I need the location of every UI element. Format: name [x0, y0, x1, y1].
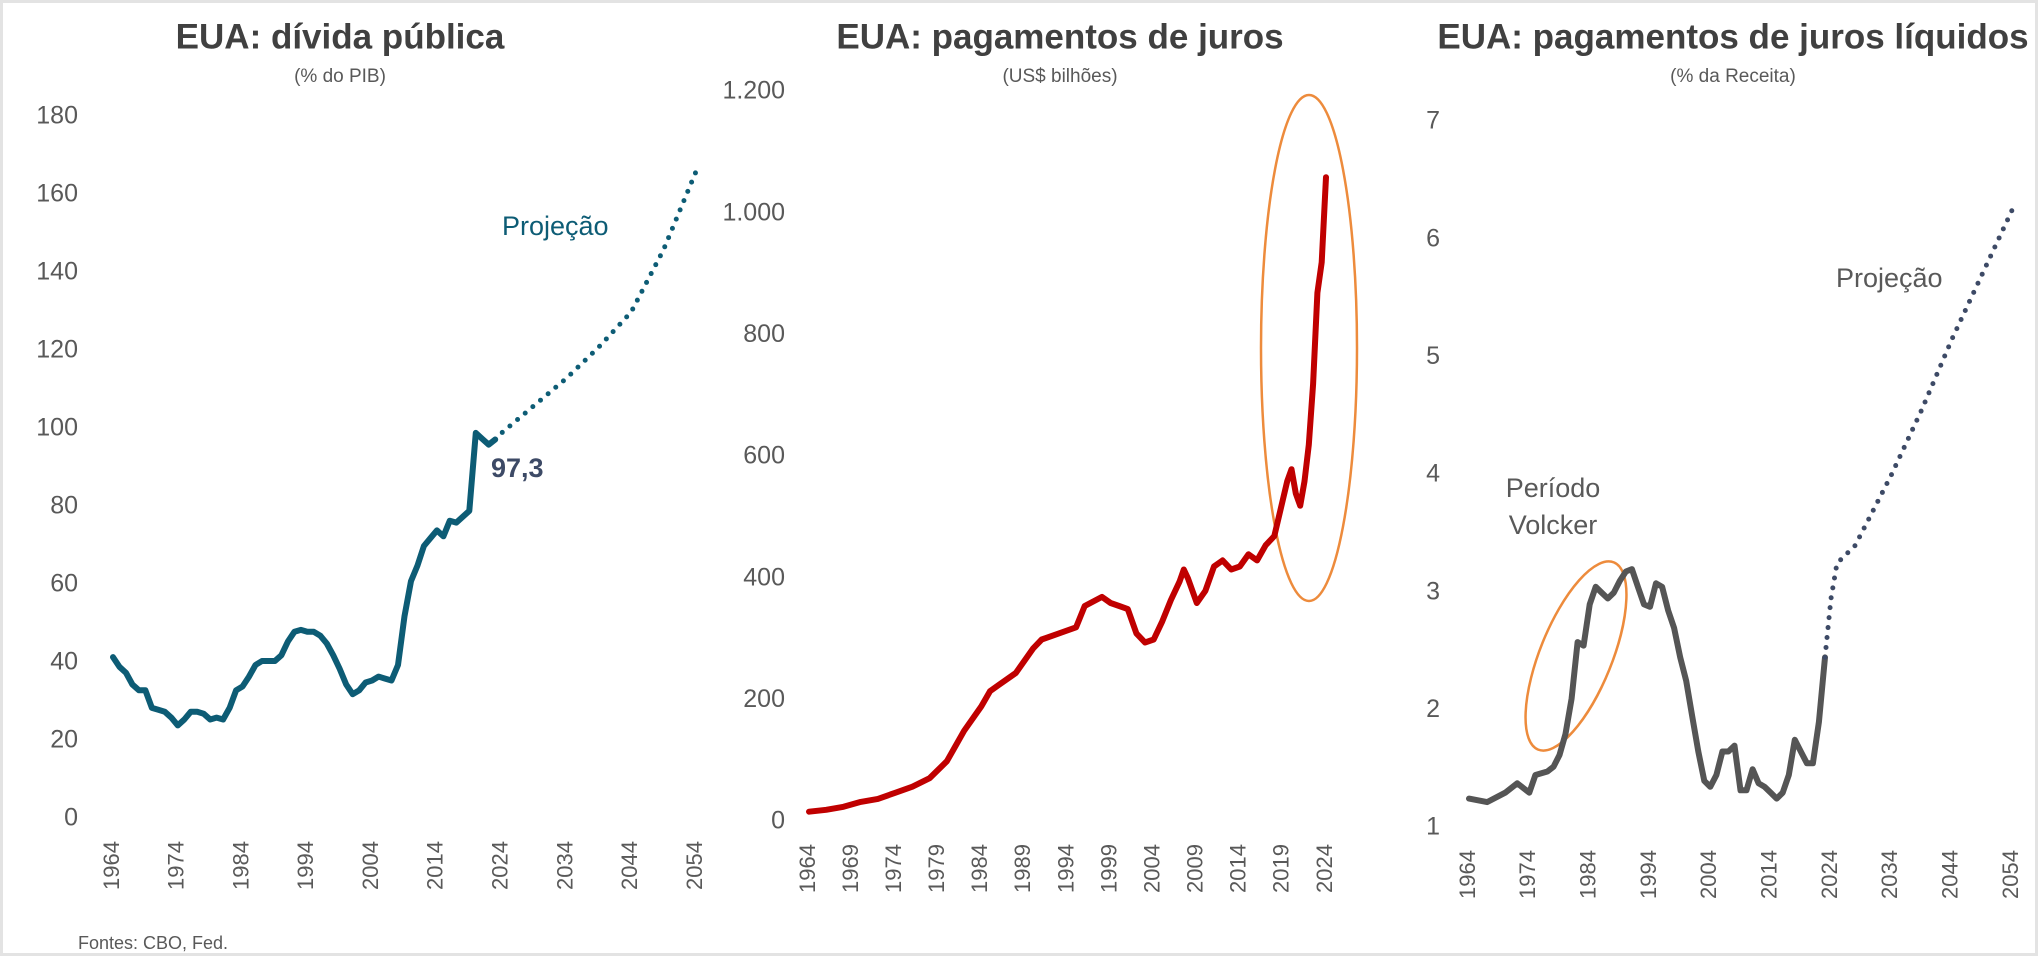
- y-tick-label: 180: [36, 102, 78, 130]
- y-tick-label: 0: [771, 807, 785, 835]
- y-tick-label: 7: [1426, 107, 1440, 135]
- highlight-ellipse: [1259, 93, 1359, 603]
- y-tick-label: 1.200: [722, 77, 785, 105]
- x-tick-label: 1974: [881, 844, 906, 893]
- y-tick-label: 1.000: [722, 198, 785, 226]
- y-tick-label: 20: [50, 726, 78, 754]
- annotation: Projeção: [1836, 263, 1943, 293]
- annotation: Volcker: [1509, 510, 1598, 540]
- annotation: 97,3: [491, 453, 544, 483]
- y-tick-label: 600: [743, 442, 785, 470]
- x-tick-label: 1989: [1010, 844, 1035, 893]
- y-tick-label: 140: [36, 258, 78, 286]
- x-tick-label: 1994: [1636, 850, 1661, 899]
- x-tick-label: 1964: [1455, 850, 1480, 899]
- x-tick-label: 2024: [1817, 850, 1842, 899]
- source: Fontes: CBO, Fed.: [78, 933, 228, 953]
- x-tick-label: 1969: [838, 844, 863, 893]
- annotation: Período: [1506, 473, 1601, 503]
- y-tick-label: 800: [743, 320, 785, 348]
- x-tick-label: 2009: [1183, 844, 1208, 893]
- y-tick-label: 160: [36, 180, 78, 208]
- x-tick-label: 1994: [1053, 844, 1078, 893]
- y-tick-label: 5: [1426, 342, 1440, 370]
- y-tick-label: 100: [36, 414, 78, 442]
- x-tick-label: 2024: [487, 841, 512, 890]
- y-tick-label: 1: [1426, 813, 1440, 841]
- series-line: [1466, 566, 1828, 806]
- y-tick-label: 2: [1426, 695, 1440, 723]
- highlight-ellipse: [1524, 560, 1628, 752]
- y-tick-label: 60: [50, 570, 78, 598]
- y-tick-label: 200: [743, 685, 785, 713]
- series-line: [806, 174, 1329, 815]
- chart-title: EUA: pagamentos de juros líquidos: [1437, 17, 2028, 56]
- x-tick-label: 2024: [1312, 844, 1337, 893]
- x-tick-label: 2019: [1269, 844, 1294, 893]
- x-tick-label: 2054: [682, 841, 707, 890]
- y-tick-label: 120: [36, 336, 78, 364]
- y-tick-label: 6: [1426, 224, 1440, 252]
- x-tick-label: 1984: [967, 844, 992, 893]
- x-tick-label: 1999: [1096, 844, 1121, 893]
- chart-subtitle: (% da Receita): [1670, 66, 1796, 87]
- y-tick-label: 80: [50, 492, 78, 520]
- x-tick-label: 1994: [293, 841, 318, 890]
- x-tick-label: 2004: [358, 841, 383, 890]
- x-tick-label: 2044: [1937, 850, 1962, 899]
- x-tick-label: 1964: [795, 844, 820, 893]
- chart-subtitle: (US$ bilhões): [1002, 66, 1117, 87]
- x-tick-label: 2034: [552, 841, 577, 890]
- x-tick-label: 1984: [1575, 850, 1600, 899]
- x-tick-label: 2004: [1696, 850, 1721, 899]
- x-tick-label: 1964: [99, 841, 124, 890]
- series-line: [1822, 207, 2015, 660]
- x-tick-label: 2014: [1756, 850, 1781, 899]
- y-tick-label: 0: [64, 804, 78, 832]
- x-tick-label: 2034: [1877, 850, 1902, 899]
- chart-subtitle: (% do PIB): [294, 66, 386, 87]
- x-tick-label: 1979: [924, 844, 949, 893]
- y-tick-label: 400: [743, 563, 785, 591]
- x-tick-label: 2004: [1139, 844, 1164, 893]
- chart-title: EUA: pagamentos de juros: [836, 17, 1283, 56]
- series-line: [110, 429, 499, 729]
- chart-title: EUA: dívida pública: [176, 17, 505, 56]
- x-tick-label: 2014: [1226, 844, 1251, 893]
- x-tick-label: 2044: [617, 841, 642, 890]
- x-tick-label: 2054: [1998, 850, 2023, 899]
- y-tick-label: 3: [1426, 577, 1440, 605]
- x-tick-label: 1984: [228, 841, 253, 890]
- x-tick-label: 1974: [164, 841, 189, 890]
- x-tick-label: 1974: [1515, 850, 1540, 899]
- y-tick-label: 40: [50, 648, 78, 676]
- x-tick-label: 2014: [423, 841, 448, 890]
- annotation: Projeção: [502, 211, 609, 241]
- y-tick-label: 4: [1426, 460, 1440, 488]
